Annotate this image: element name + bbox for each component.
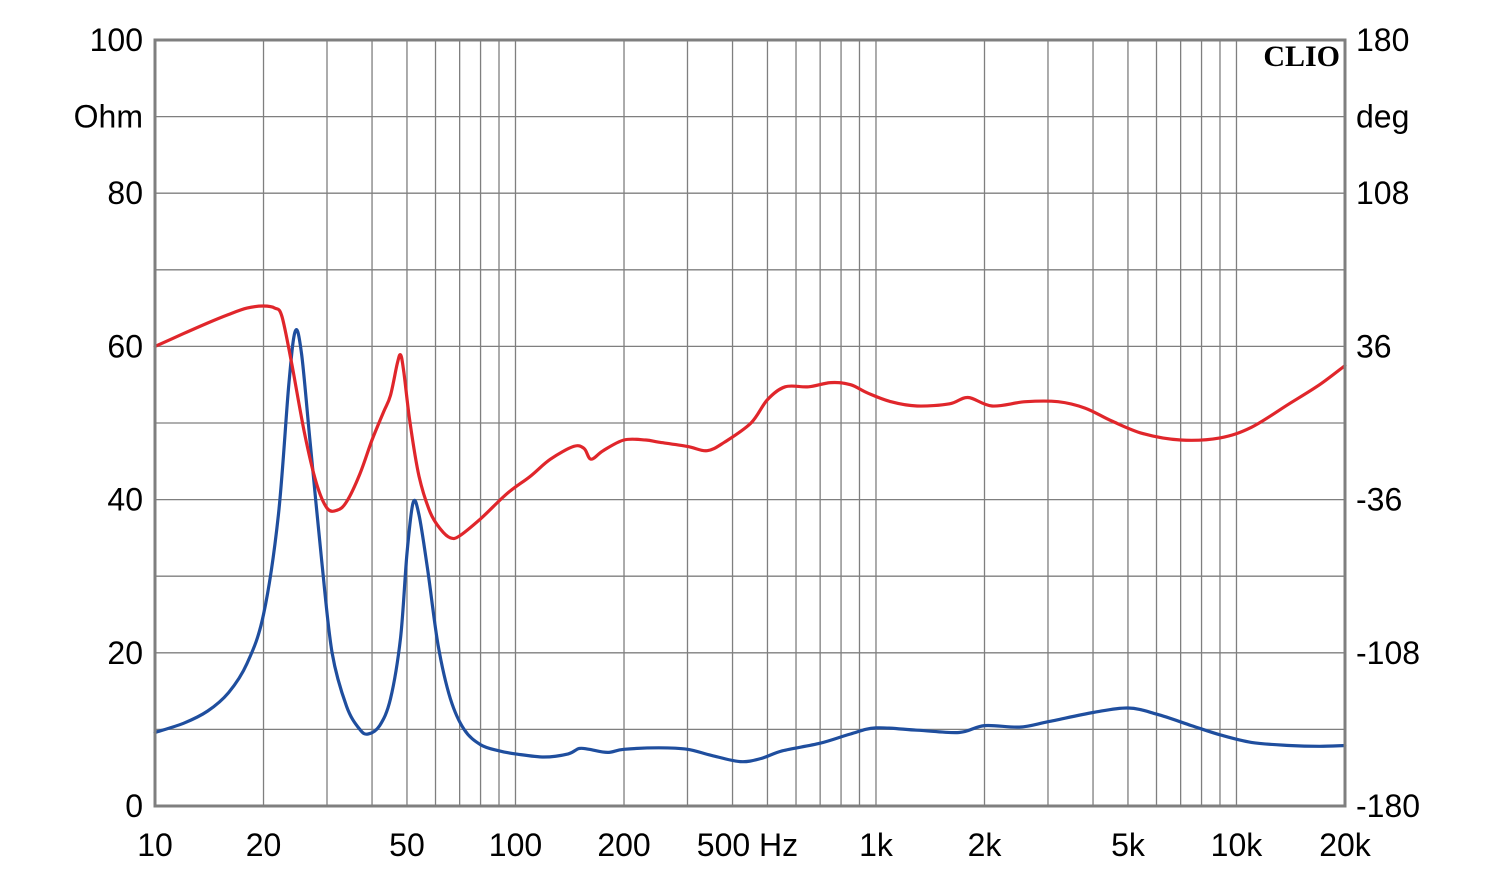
x-tick-label: 5k bbox=[1111, 827, 1146, 863]
x-tick-label: 20 bbox=[246, 827, 282, 863]
chart-curves bbox=[153, 304, 1347, 764]
brand-label: CLIO bbox=[1263, 40, 1340, 73]
y-left-tick-label: 40 bbox=[107, 482, 143, 518]
y-right-tick-label: 108 bbox=[1356, 175, 1409, 211]
y-left-tick-label: 20 bbox=[107, 635, 143, 671]
x-tick-label: 10 bbox=[137, 827, 173, 863]
x-tick-label: 10k bbox=[1211, 827, 1264, 863]
y-right-unit-label: deg bbox=[1356, 99, 1409, 135]
x-tick-label: 500 Hz bbox=[697, 827, 798, 863]
y-left-tick-label: 0 bbox=[125, 788, 143, 824]
x-tick-label: 2k bbox=[968, 827, 1003, 863]
y-right-tick-label: 180 bbox=[1356, 22, 1409, 58]
plot-frame bbox=[153, 38, 1347, 808]
y-right-tick-label: 36 bbox=[1356, 328, 1392, 364]
chart-labels: 10 20 50 100 200 500 Hz 1k 2k 5k 10k 20k 0 20 40 60 80 1… bbox=[74, 22, 1420, 863]
y-left-tick-label: 80 bbox=[107, 175, 143, 211]
y-right-tick-label: -36 bbox=[1356, 482, 1402, 518]
x-tick-label: 1k bbox=[859, 827, 894, 863]
y-left-tick-label: 100 bbox=[90, 22, 143, 58]
phase-curve bbox=[153, 304, 1347, 541]
x-tick-label: 200 bbox=[597, 827, 650, 863]
chart-grid bbox=[155, 40, 1345, 806]
x-tick-label: 20k bbox=[1319, 827, 1372, 863]
impedance-curve bbox=[153, 328, 1347, 764]
y-left-unit-label: Ohm bbox=[74, 99, 143, 135]
x-tick-label: 50 bbox=[389, 827, 425, 863]
y-left-tick-label: 60 bbox=[107, 328, 143, 364]
y-right-tick-label: -180 bbox=[1356, 788, 1420, 824]
y-right-tick-label: -108 bbox=[1356, 635, 1420, 671]
x-tick-label: 100 bbox=[489, 827, 542, 863]
